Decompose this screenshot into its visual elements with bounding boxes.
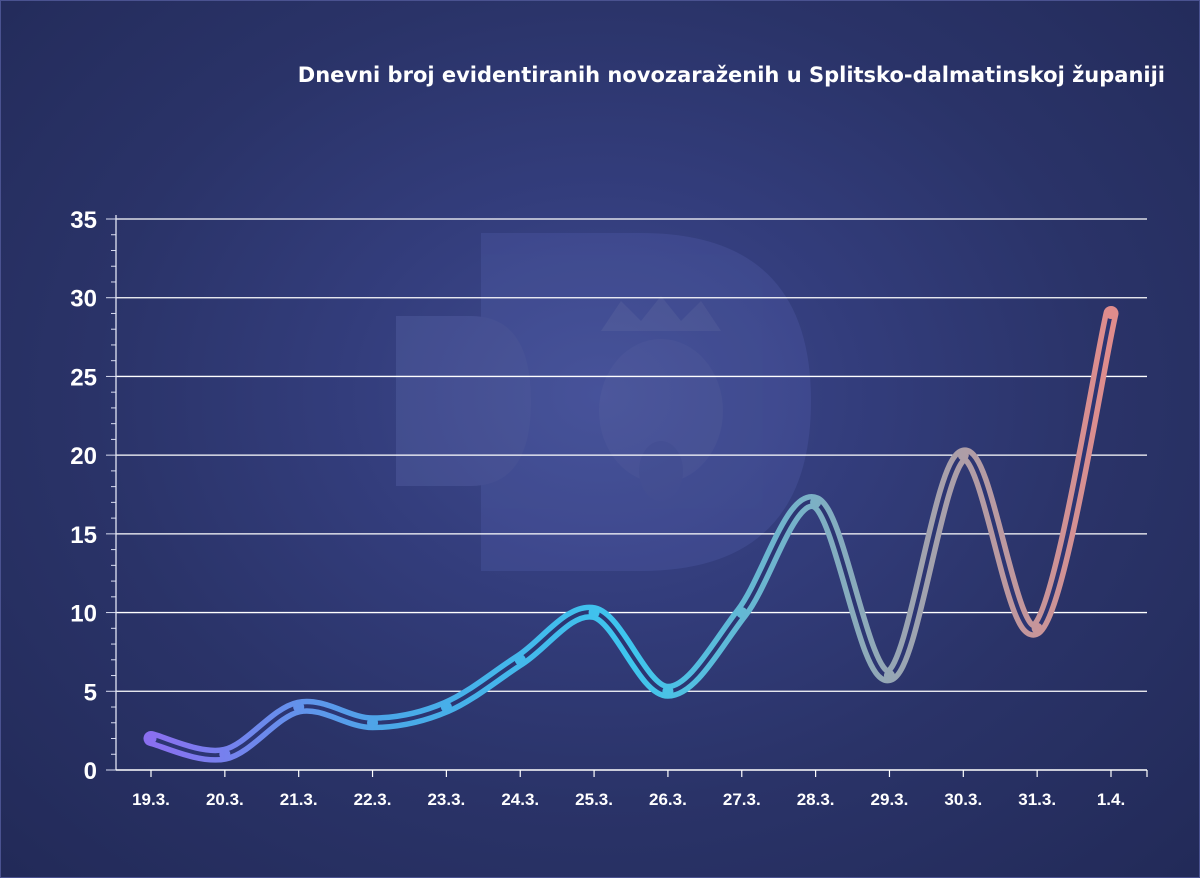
data-point [1031,622,1043,634]
x-tick-label: 22.3. [354,790,392,809]
data-point [1105,307,1117,319]
series-line-inner [149,311,1113,758]
data-point [957,449,969,461]
x-tick-label: 19.3. [132,790,170,809]
axes: 0 5 10 15 20 25 30 35 19.3. 20.3. 21.3. 22.3. 23.3. 2… [70,207,1148,809]
y-tick-label: 15 [70,522,97,549]
data-point [293,701,305,713]
y-tick-label: 30 [70,286,97,313]
data-point [810,496,822,508]
data-point [367,717,379,729]
data-point [514,654,526,666]
y-tick-label: 25 [70,364,97,391]
x-tick-label: 1.4. [1097,790,1125,809]
y-tick-label: 10 [70,601,97,628]
x-tick-label: 24.3. [501,790,539,809]
data-point [736,607,748,619]
crown-lion-icon [599,296,723,501]
x-tick-label: 26.3. [649,790,687,809]
x-tick-label: 30.3. [944,790,982,809]
x-tick-label: 23.3. [427,790,465,809]
data-points [145,307,1117,760]
data-point [145,733,157,745]
chart-title: Dnevni broj evidentiranih novozaraženih … [297,63,1165,87]
data-point [883,670,895,682]
x-tick-label: 29.3. [871,790,909,809]
data-point [219,748,231,760]
y-tick-label: 20 [70,443,97,470]
x-tick-label: 20.3. [206,790,244,809]
data-series [143,305,1119,763]
data-point [440,701,452,713]
y-tick-label: 35 [70,207,97,234]
y-tick-label: 0 [84,758,97,785]
x-tick-label: 21.3. [280,790,318,809]
x-tick-label: 27.3. [723,790,761,809]
x-tick-label: 31.3. [1018,790,1056,809]
x-tick-label: 28.3. [797,790,835,809]
data-point [662,685,674,697]
y-tick-label: 5 [84,679,97,706]
watermark-logo [396,233,811,571]
x-tick-label: 25.3. [575,790,613,809]
data-point [588,607,600,619]
